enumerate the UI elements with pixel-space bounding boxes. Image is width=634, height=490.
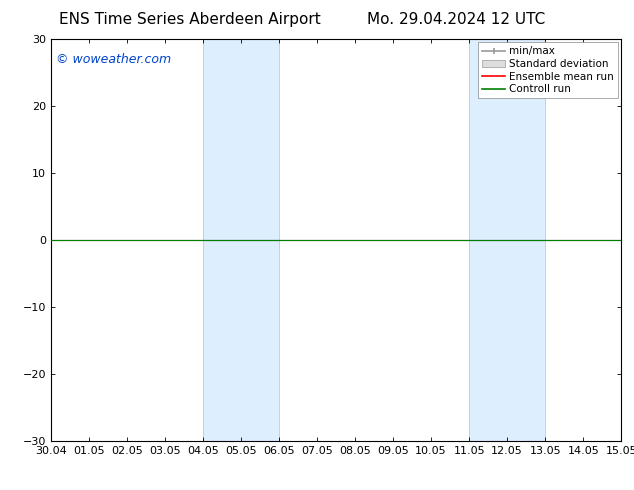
- Text: © woweather.com: © woweather.com: [56, 53, 172, 66]
- Text: Mo. 29.04.2024 12 UTC: Mo. 29.04.2024 12 UTC: [367, 12, 546, 27]
- Bar: [203, 39, 279, 441]
- Bar: [469, 39, 545, 441]
- Legend: min/max, Standard deviation, Ensemble mean run, Controll run: min/max, Standard deviation, Ensemble me…: [478, 42, 618, 98]
- Text: ENS Time Series Aberdeen Airport: ENS Time Series Aberdeen Airport: [60, 12, 321, 27]
